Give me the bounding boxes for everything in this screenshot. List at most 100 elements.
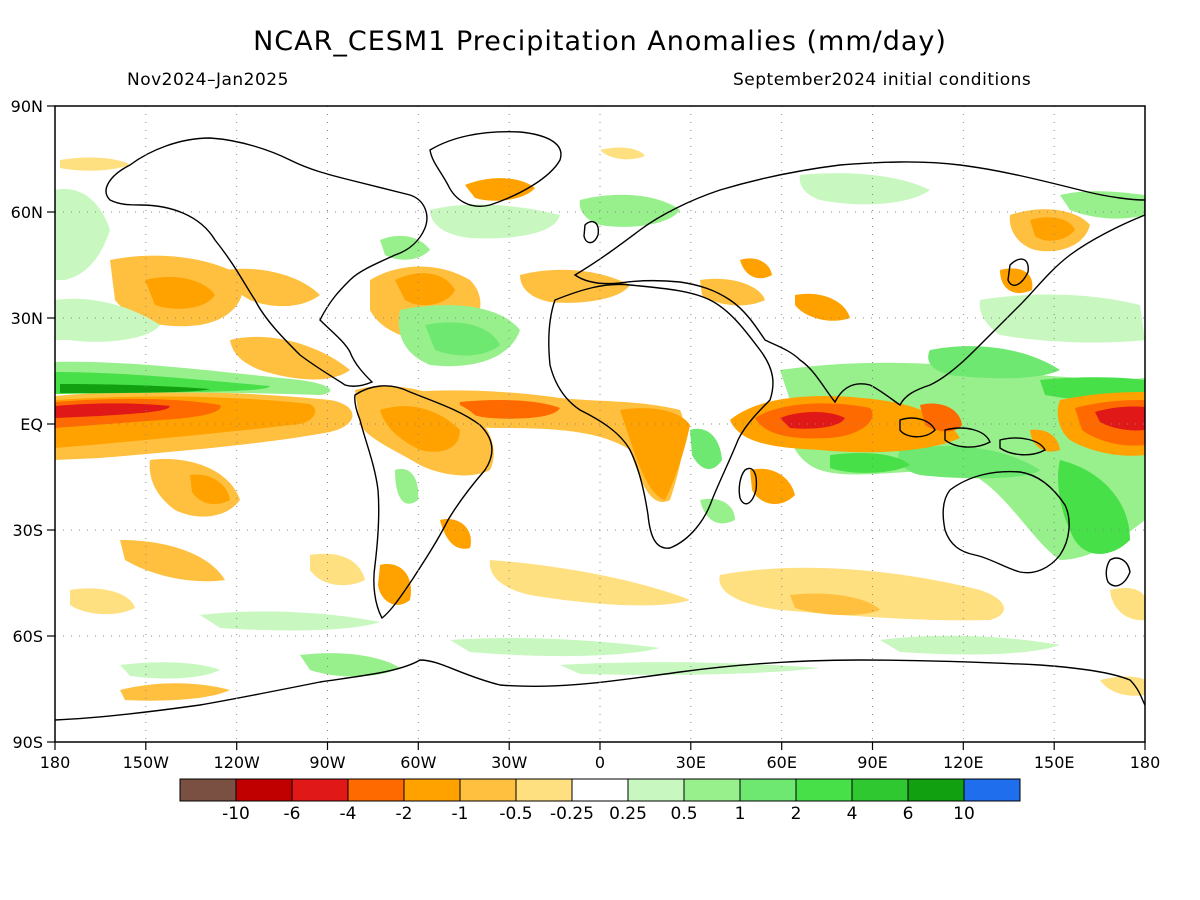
anomaly-region xyxy=(750,468,795,505)
colorbar-swatch xyxy=(795,778,853,802)
anomaly-region xyxy=(440,519,471,549)
anomaly-region xyxy=(740,258,772,279)
colorbar-label: 1 xyxy=(735,804,746,824)
anomaly-region xyxy=(380,235,430,260)
lon-label: 60E xyxy=(766,753,796,772)
lat-label: EQ xyxy=(20,415,43,434)
lat-label: 30N xyxy=(11,309,43,328)
lon-label: 30E xyxy=(676,753,706,772)
anomaly-region xyxy=(719,567,1004,621)
anomaly-region xyxy=(55,298,160,342)
colorbar-label: -6 xyxy=(284,804,301,824)
anomaly-region xyxy=(300,653,400,677)
colorbar-swatch xyxy=(235,778,293,802)
anomaly-region xyxy=(310,553,365,586)
anomaly-region xyxy=(520,269,630,303)
anomaly-region xyxy=(55,403,170,418)
anomaly-region xyxy=(70,588,135,615)
latitude-labels: 90N 60N 30N EQ 30S 60S 90S xyxy=(11,97,43,752)
anomaly-region xyxy=(579,194,680,227)
anomaly-region xyxy=(979,294,1145,343)
lat-label: 30S xyxy=(12,521,43,540)
coastline-new-zealand xyxy=(1105,557,1131,587)
coastline-madagascar xyxy=(738,467,758,505)
colorbar-swatch xyxy=(851,778,909,802)
anomaly-region xyxy=(60,384,210,393)
anomaly-region xyxy=(395,273,455,306)
lon-label: 150E xyxy=(1034,753,1075,772)
anomaly-region xyxy=(1100,676,1145,696)
coastline-antarctica xyxy=(55,659,1145,721)
forecast-period: Nov2024–Jan2025 xyxy=(127,70,289,90)
colorbar-swatch xyxy=(907,778,965,802)
coastlines xyxy=(55,130,1145,721)
colorbar: -10 -6 -4 -2 -1 -0.5 -0.25 0.25 0.5 1 2 4 6 10 xyxy=(179,778,1021,824)
anomaly-region xyxy=(380,406,460,452)
anomaly-region xyxy=(459,400,560,419)
colorbar-label: 4 xyxy=(847,804,858,824)
colorbar-label: -0.25 xyxy=(550,804,594,824)
coastline-japan xyxy=(1007,258,1029,286)
anomaly-region xyxy=(200,611,380,631)
lon-label: 180 xyxy=(1130,753,1161,772)
anomaly-region xyxy=(225,268,320,307)
anomaly-region xyxy=(620,408,690,500)
lon-label: 30W xyxy=(491,753,527,772)
lat-label: 90S xyxy=(12,733,43,752)
anomaly-region xyxy=(120,662,220,679)
colorbar-label: -4 xyxy=(340,804,357,824)
anomaly-region xyxy=(55,189,110,280)
lat-label: 60S xyxy=(12,627,43,646)
anomaly-region xyxy=(1030,217,1075,241)
anomaly-region xyxy=(1095,406,1145,431)
anomaly-region xyxy=(795,293,850,321)
colorbar-label: -0.5 xyxy=(499,804,532,824)
colorbar-swatch xyxy=(571,778,629,802)
anomaly-region xyxy=(1030,429,1060,452)
lon-label: 150W xyxy=(123,753,170,772)
anomaly-region xyxy=(880,635,1060,655)
colorbar-label: -10 xyxy=(222,804,250,824)
anomaly-region xyxy=(450,637,660,657)
colorbar-swatch xyxy=(403,778,461,802)
coastline-greenland xyxy=(429,130,562,207)
lon-label: 120W xyxy=(214,753,261,772)
lon-label: 90E xyxy=(857,753,887,772)
anomaly-region xyxy=(560,662,820,675)
anomaly-region xyxy=(190,474,230,505)
coastline-eurasia xyxy=(573,161,1145,407)
anomaly-region xyxy=(830,453,910,473)
tick-marks xyxy=(47,105,1146,750)
colorbar-swatch xyxy=(515,778,573,802)
anomaly-region xyxy=(928,346,1060,379)
anomaly-region xyxy=(60,157,130,171)
anomaly-region xyxy=(790,593,880,616)
anomaly-region xyxy=(700,278,765,306)
colorbar-label: -1 xyxy=(452,804,469,824)
coastline-south-america xyxy=(354,385,493,620)
colorbar-swatch xyxy=(291,778,349,802)
anomaly-region xyxy=(600,147,645,160)
anomaly-region xyxy=(700,498,735,524)
anomaly-region xyxy=(1110,588,1145,621)
anomaly-region xyxy=(898,446,1040,479)
colorbar-label: 0.5 xyxy=(670,804,697,824)
colorbar-swatch xyxy=(683,778,741,802)
coastline-maritime-continent xyxy=(899,417,1046,456)
colorbar-swatch xyxy=(627,778,685,802)
colorbar-label: 2 xyxy=(791,804,802,824)
colorbar-swatch xyxy=(459,778,517,802)
anomaly-region xyxy=(690,428,722,470)
colorbar-label: -2 xyxy=(396,804,413,824)
lon-label: 120E xyxy=(943,753,984,772)
anomaly-region xyxy=(799,173,930,205)
anomaly-region xyxy=(489,560,690,606)
lon-label: 60W xyxy=(400,753,436,772)
coastline-uk xyxy=(583,220,600,244)
longitude-labels: 180 150W 120W 90W 60W 30W 0 30E 60E 90E … xyxy=(40,753,1161,772)
colorbar-swatch xyxy=(963,778,1021,802)
coastline-australia xyxy=(942,470,1070,574)
colorbar-label: 10 xyxy=(953,804,975,824)
anomaly-region xyxy=(395,468,419,504)
colorbar-swatch xyxy=(739,778,797,802)
